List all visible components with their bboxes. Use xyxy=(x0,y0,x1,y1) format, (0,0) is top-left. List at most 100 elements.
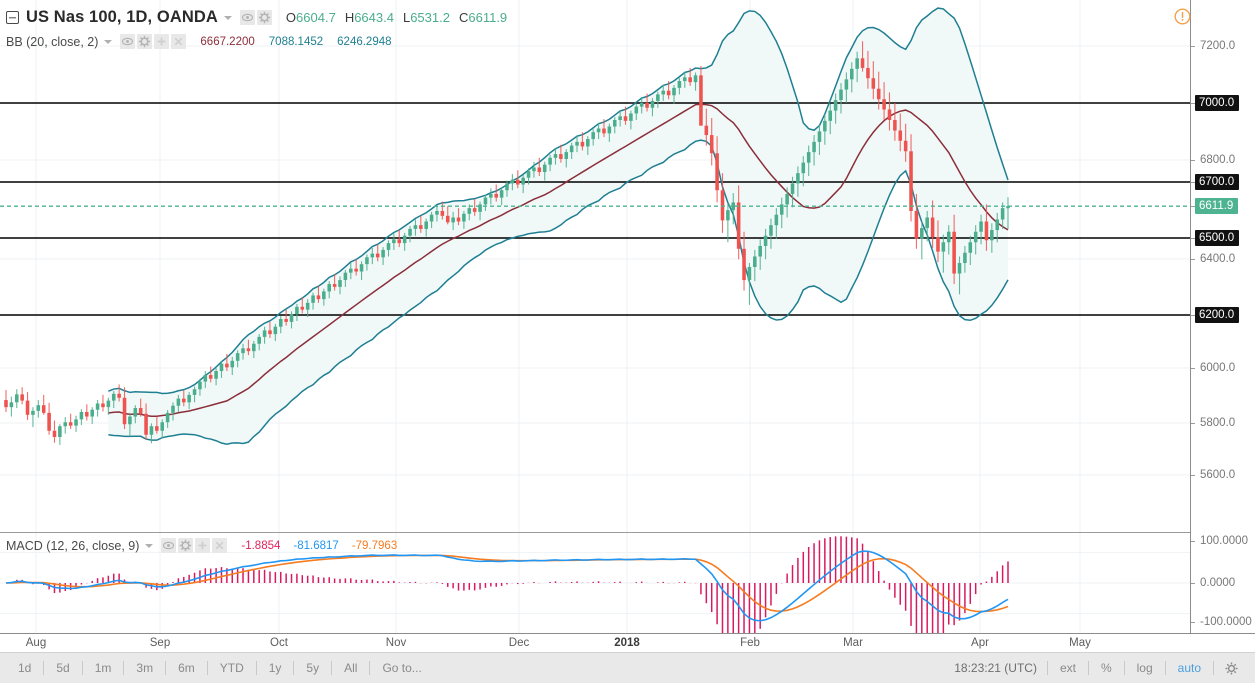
page-title: US Nas 100, 1D, OANDA xyxy=(26,8,218,26)
current-price-badge[interactable]: 6611.9 xyxy=(1195,198,1239,214)
macd-axis-label: 100.0000 xyxy=(1200,535,1248,547)
range-button-ytd[interactable]: YTD xyxy=(219,661,244,675)
time-axis-label: Mar xyxy=(843,637,863,649)
toolbar-option-log[interactable]: log xyxy=(1136,661,1153,675)
axis-tick xyxy=(1191,160,1195,161)
range-button-goto[interactable]: Go to... xyxy=(382,661,422,675)
macd-title: MACD (12, 26, close, 9) xyxy=(6,538,140,553)
toolbar-option-[interactable]: % xyxy=(1100,661,1112,675)
toolbar-separator xyxy=(81,661,83,675)
bottom-toolbar: 1d 5d 1m 3m 6m YTD 1y 5y All Go to... 18:23:21 (U… xyxy=(0,652,1255,683)
bb-lower-line xyxy=(108,139,1009,446)
time-axis-label: Oct xyxy=(270,637,288,649)
toolbar-separator xyxy=(123,661,125,675)
range-button-1y[interactable]: 1y xyxy=(268,661,282,675)
price-axis[interactable]: 7200.0 7000.0 6800.0 6700.0 6611.9 6500.0 6400… xyxy=(1191,0,1255,633)
range-button-all[interactable]: All xyxy=(344,661,358,675)
plus-icon[interactable] xyxy=(195,538,211,553)
range-button-5y[interactable]: 5y xyxy=(306,661,320,675)
symbol-legend: US Nas 100, 1D, OANDA O6604.7 H6643.4 L6… xyxy=(6,8,516,27)
price-pane[interactable] xyxy=(0,0,1190,532)
range-button-3m[interactable]: 3m xyxy=(136,661,154,675)
gear-icon[interactable] xyxy=(137,34,153,49)
toolbar-option-auto[interactable]: auto xyxy=(1177,661,1201,675)
toolbar-separator xyxy=(369,661,371,675)
axis-tick xyxy=(1191,259,1195,260)
axis-tick xyxy=(1191,315,1195,316)
axis-tick xyxy=(1191,206,1195,207)
macd-indicator-legend: MACD (12, 26, close, 9) -1.8854 -81.6817… xyxy=(6,538,410,553)
alert-circle-icon[interactable] xyxy=(1174,8,1191,30)
eye-icon[interactable] xyxy=(239,10,255,25)
price-level-badge[interactable]: 6200.0 xyxy=(1195,307,1240,323)
minus-box-icon[interactable] xyxy=(6,11,19,24)
range-button-6m[interactable]: 6m xyxy=(178,661,195,675)
macd-signal-value: -79.7963 xyxy=(351,539,398,552)
range-button-1m[interactable]: 1m xyxy=(94,661,112,675)
macd-icon-group xyxy=(161,538,229,553)
axis-tick xyxy=(1191,475,1195,476)
eye-icon[interactable] xyxy=(161,538,177,553)
macd-histogram-value: -1.8854 xyxy=(241,539,281,552)
price-axis-label: 5800.0 xyxy=(1200,417,1236,429)
time-axis-label: Apr xyxy=(971,637,989,649)
macd-axis-label: 0.0000 xyxy=(1200,577,1236,589)
bb-upper-value: 7088.1452 xyxy=(268,35,324,48)
range-button-1d[interactable]: 1d xyxy=(18,661,32,675)
toolbar-separator xyxy=(255,661,257,675)
time-axis-label: Nov xyxy=(385,637,407,649)
price-level-badge[interactable]: 7000.0 xyxy=(1195,95,1240,111)
time-axis-label: Feb xyxy=(740,637,760,649)
ohlc-values: O6604.7 H6643.4 L6531.2 C6611.9 xyxy=(286,10,516,25)
ohlc-high: H6643.4 xyxy=(344,10,394,25)
toolbar-separator xyxy=(1087,661,1089,675)
price-axis-label: 6000.0 xyxy=(1200,362,1236,374)
bb-lower-value: 6246.2948 xyxy=(337,35,392,48)
chevron-down-icon[interactable] xyxy=(223,15,232,20)
bb-icon-group xyxy=(120,34,188,49)
time-axis[interactable]: Aug Sep Oct Nov Dec 2018 Feb Mar Apr May xyxy=(0,634,1255,652)
range-button-5d[interactable]: 5d xyxy=(56,661,70,675)
macd-line xyxy=(5,550,1009,622)
symbol-icon-group xyxy=(239,10,274,25)
chevron-down-icon[interactable] xyxy=(145,543,154,548)
chevron-down-icon[interactable] xyxy=(104,39,113,44)
axis-tick xyxy=(1191,46,1195,47)
macd-line-value: -81.6817 xyxy=(293,539,339,552)
macd-values: -1.8854 -81.6817 -79.7963 xyxy=(241,540,410,552)
ohlc-close: C6611.9 xyxy=(458,10,508,25)
toolbar-option-ext[interactable]: ext xyxy=(1059,661,1076,675)
plus-icon[interactable] xyxy=(154,34,170,49)
axis-tick xyxy=(1191,182,1195,183)
price-level-badge[interactable]: 6700.0 xyxy=(1195,174,1240,190)
time-axis-label: 2018 xyxy=(614,637,640,649)
candlestick-series xyxy=(4,41,1010,445)
bb-upper-line xyxy=(108,7,1009,395)
ohlc-low: L6531.2 xyxy=(402,10,450,25)
macd-axis-label: -100.0000 xyxy=(1200,616,1252,628)
toolbar-separator xyxy=(331,661,333,675)
toolbar-separator xyxy=(43,661,45,675)
close-icon[interactable] xyxy=(171,34,187,49)
price-level-badge[interactable]: 6500.0 xyxy=(1195,230,1240,246)
price-chart-canvas xyxy=(0,0,1190,532)
pane-divider xyxy=(0,532,1190,533)
ohlc-open: O6604.7 xyxy=(285,10,336,25)
gear-icon[interactable] xyxy=(256,10,272,25)
toolbar-separator xyxy=(206,661,208,675)
time-axis-label: Aug xyxy=(25,637,47,649)
eye-icon[interactable] xyxy=(120,34,136,49)
bb-values: 6667.2200 7088.1452 6246.2948 xyxy=(200,36,405,48)
toolbar-separator xyxy=(1046,661,1048,675)
axis-tick xyxy=(1191,103,1195,104)
toolbar-separator xyxy=(1123,661,1125,675)
gear-icon[interactable] xyxy=(1214,661,1247,676)
gear-icon[interactable] xyxy=(178,538,194,553)
clock-display: 18:23:21 (UTC) xyxy=(954,661,1037,675)
axis-tick xyxy=(1191,622,1195,623)
axis-tick xyxy=(1191,238,1195,239)
close-icon[interactable] xyxy=(212,538,228,553)
bb-title: BB (20, close, 2) xyxy=(6,34,99,49)
axis-tick xyxy=(1191,368,1195,369)
